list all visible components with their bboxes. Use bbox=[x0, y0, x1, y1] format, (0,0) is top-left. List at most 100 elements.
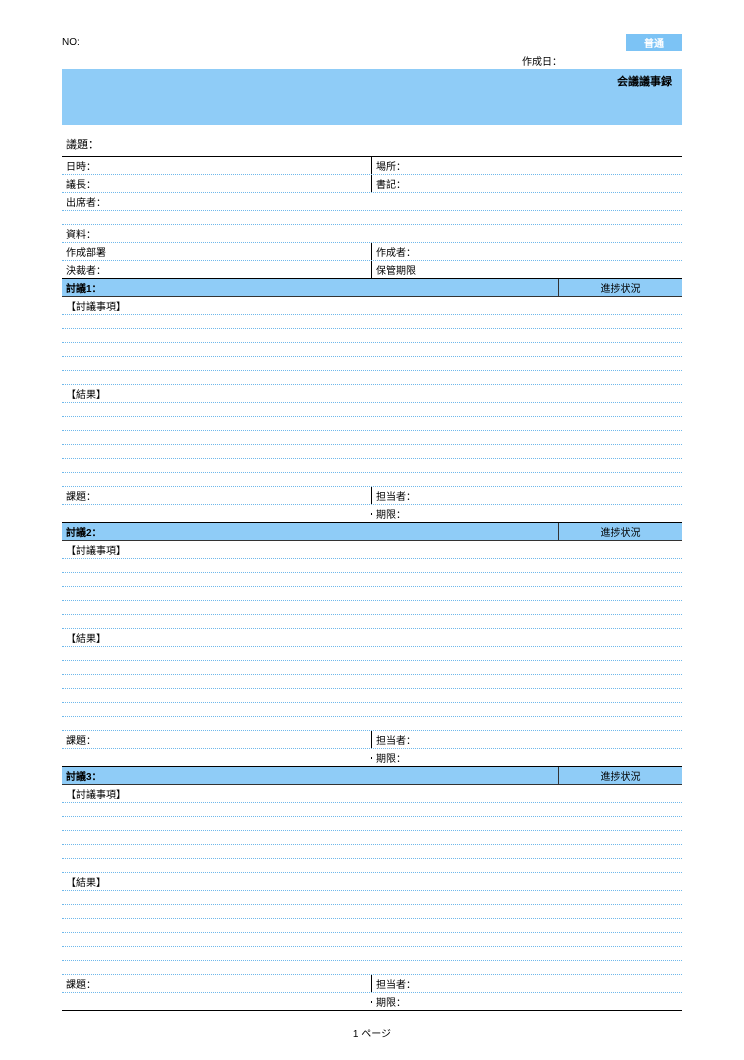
form-title: 会議議事録 bbox=[617, 73, 672, 89]
blank-row bbox=[62, 689, 682, 703]
blank-row bbox=[62, 473, 682, 487]
no-label: NO: bbox=[62, 37, 80, 48]
date-row: 作成日： bbox=[62, 53, 682, 68]
person-label: 担当者： bbox=[372, 975, 682, 992]
agenda-label: 議題： bbox=[66, 139, 99, 151]
datetime-label: 日時： bbox=[62, 157, 372, 174]
blank-row bbox=[62, 919, 682, 933]
materials-label: 資料： bbox=[62, 225, 682, 242]
discussion-items-row: 【討議事項】 bbox=[62, 297, 682, 315]
deadline-label: 期限： bbox=[372, 505, 682, 522]
approver-label: 決裁者： bbox=[62, 261, 372, 278]
issue-label: 課題： bbox=[62, 487, 372, 504]
blank-row bbox=[62, 647, 682, 661]
blank-row bbox=[62, 587, 682, 601]
chair-label: 議長： bbox=[62, 175, 372, 192]
issue-row: 課題：担当者： bbox=[62, 487, 682, 505]
discussion-header: 討議1：進捗状況 bbox=[62, 279, 682, 297]
blank-row bbox=[62, 601, 682, 615]
blank-row bbox=[62, 403, 682, 417]
blank-row bbox=[62, 891, 682, 905]
dept-row: 作成部署 作成者： bbox=[62, 243, 682, 261]
place-label: 場所： bbox=[372, 157, 682, 174]
creator-label: 作成者： bbox=[372, 243, 682, 260]
blank-row bbox=[62, 817, 682, 831]
materials-row: 資料： bbox=[62, 225, 682, 243]
blank-row bbox=[62, 343, 682, 357]
blank-row bbox=[62, 211, 682, 225]
blank-row bbox=[62, 431, 682, 445]
discussion-items-row: 【討議事項】 bbox=[62, 541, 682, 559]
blank-row bbox=[62, 947, 682, 961]
result-label: 【結果】 bbox=[62, 629, 682, 646]
date-label: 作成日： bbox=[522, 57, 562, 68]
issue-row: 課題：担当者： bbox=[62, 975, 682, 993]
deadline-label: 期限： bbox=[372, 993, 682, 1010]
header-row: NO: 普通 bbox=[62, 34, 682, 51]
progress-label: 進捗状況 bbox=[558, 279, 682, 296]
blank-row bbox=[62, 831, 682, 845]
result-row: 【結果】 bbox=[62, 873, 682, 891]
discussion-items-row: 【討議事項】 bbox=[62, 785, 682, 803]
retention-label: 保管期限 bbox=[372, 261, 682, 278]
blank-row bbox=[62, 717, 682, 731]
blank-row bbox=[62, 329, 682, 343]
datetime-row: 日時： 場所： bbox=[62, 156, 682, 175]
deadline-row: 期限： bbox=[62, 993, 682, 1011]
discussion-header: 討議2：進捗状況 bbox=[62, 523, 682, 541]
deadline-label: 期限： bbox=[372, 749, 682, 766]
result-label: 【結果】 bbox=[62, 873, 682, 890]
progress-label: 進捗状況 bbox=[558, 523, 682, 540]
blank-row bbox=[62, 459, 682, 473]
page-footer: 1 ページ bbox=[62, 1025, 682, 1040]
deadline-row: 期限： bbox=[62, 505, 682, 523]
blank-row bbox=[62, 859, 682, 873]
blank-row bbox=[62, 417, 682, 431]
issue-blank bbox=[62, 513, 372, 515]
blank-row bbox=[62, 661, 682, 675]
issue-row: 課題：担当者： bbox=[62, 731, 682, 749]
blank-row bbox=[62, 573, 682, 587]
blank-row bbox=[62, 357, 682, 371]
issue-label: 課題： bbox=[62, 731, 372, 748]
result-row: 【結果】 bbox=[62, 385, 682, 403]
result-label: 【結果】 bbox=[62, 385, 682, 402]
discussion-label: 討議2： bbox=[62, 523, 558, 540]
chair-row: 議長： 書記： bbox=[62, 175, 682, 193]
attendee-label: 出席者： bbox=[62, 193, 682, 210]
blank-row bbox=[62, 559, 682, 573]
discussions-container: 討議1：進捗状況【討議事項】【結果】課題：担当者：期限：討議2：進捗状況【討議事… bbox=[62, 279, 682, 1011]
secretary-label: 書記： bbox=[372, 175, 682, 192]
meeting-minutes-form: NO: 普通 作成日： 会議議事録 議題： 日時： 場所： 議長： 書記： 出席… bbox=[0, 0, 744, 1060]
issue-blank bbox=[62, 1001, 372, 1003]
blank-row bbox=[62, 703, 682, 717]
blank-row bbox=[62, 371, 682, 385]
deadline-row: 期限： bbox=[62, 749, 682, 767]
title-banner: 会議議事録 bbox=[62, 69, 682, 125]
blank-row bbox=[62, 675, 682, 689]
person-label: 担当者： bbox=[372, 731, 682, 748]
blank-row bbox=[62, 615, 682, 629]
discussion-header: 討議3：進捗状況 bbox=[62, 767, 682, 785]
discussion-items-label: 【討議事項】 bbox=[62, 785, 682, 802]
blank-row bbox=[62, 905, 682, 919]
blank-row bbox=[62, 845, 682, 859]
discussion-label: 討議1： bbox=[62, 279, 558, 296]
blank-row bbox=[62, 315, 682, 329]
priority-badge: 普通 bbox=[626, 34, 682, 51]
blank-row bbox=[62, 803, 682, 817]
result-row: 【結果】 bbox=[62, 629, 682, 647]
discussion-items-label: 【討議事項】 bbox=[62, 297, 682, 314]
discussion-items-label: 【討議事項】 bbox=[62, 541, 682, 558]
agenda-label-row: 議題： bbox=[62, 133, 682, 156]
blank-row bbox=[62, 961, 682, 975]
issue-label: 課題： bbox=[62, 975, 372, 992]
approver-row: 決裁者： 保管期限 bbox=[62, 261, 682, 279]
attendee-row: 出席者： bbox=[62, 193, 682, 211]
blank-row bbox=[62, 445, 682, 459]
progress-label: 進捗状況 bbox=[558, 767, 682, 784]
discussion-label: 討議3： bbox=[62, 767, 558, 784]
blank-row bbox=[62, 933, 682, 947]
dept-label: 作成部署 bbox=[62, 243, 372, 260]
person-label: 担当者： bbox=[372, 487, 682, 504]
